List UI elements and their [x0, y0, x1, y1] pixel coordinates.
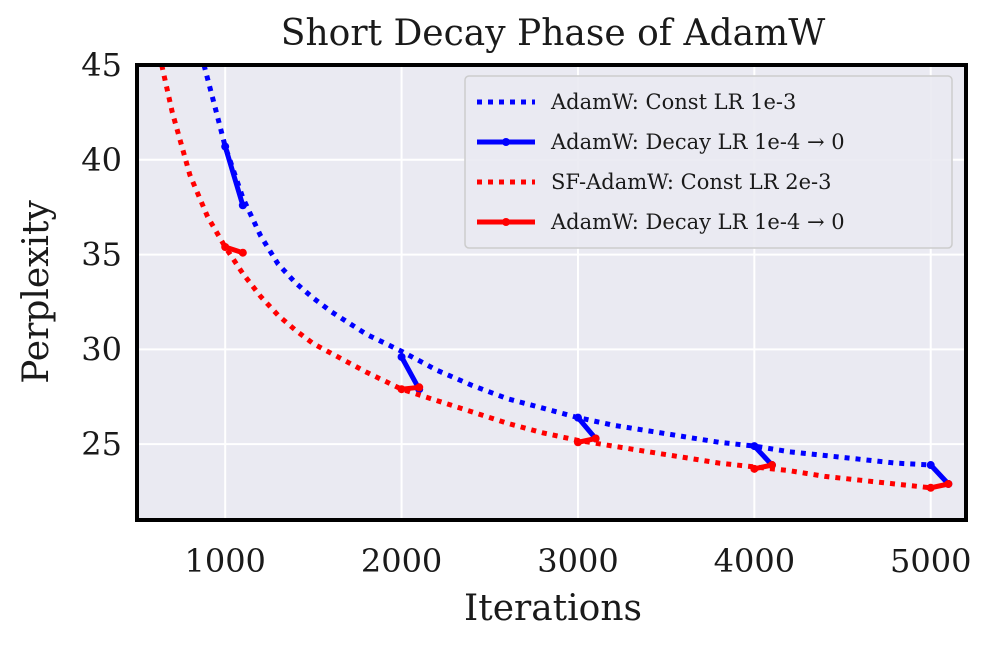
y-tick-label: 40	[81, 141, 122, 179]
legend-marker-1	[502, 138, 510, 146]
legend-marker-3	[502, 218, 510, 226]
y-axis-label: Perplexity	[16, 200, 57, 384]
x-tick-label: 2000	[361, 542, 442, 580]
series-segment-1-0	[222, 144, 246, 208]
x-tick-label: 1000	[184, 542, 265, 580]
legend-label-3: AdamW: Decay LR 1e-4 → 0	[550, 210, 845, 234]
series-point-3-1-0	[397, 385, 406, 394]
y-ticks: 25 30 35 40 45	[81, 46, 122, 463]
series-point-3-1-1	[415, 383, 424, 392]
y-tick-label: 45	[81, 46, 122, 84]
y-tick-label: 35	[81, 236, 122, 274]
x-tick-label: 4000	[714, 542, 795, 580]
x-axis-label: Iterations	[464, 588, 642, 629]
x-ticks: 1000 2000 3000 4000 5000	[184, 542, 971, 580]
plot-frame	[135, 63, 968, 522]
y-tick-label: 30	[81, 330, 122, 368]
series-point-3-4-0	[926, 483, 935, 492]
series-point-1-3-0	[750, 442, 759, 451]
series-point-1-4-0	[926, 461, 935, 470]
y-tick-label: 25	[81, 425, 122, 463]
legend-box	[464, 75, 953, 249]
series-point-3-0-1	[238, 248, 247, 257]
series-point-3-2-1	[591, 434, 600, 443]
series-segment-1-2	[575, 415, 599, 441]
series-group	[159, 65, 953, 492]
series-point-1-0-0	[221, 142, 230, 151]
chart-title: Short Decay Phase of AdamW	[281, 13, 825, 54]
series-point-1-0-1	[238, 201, 247, 210]
series-point-3-2-0	[573, 438, 582, 447]
legend-label-0: AdamW: Const LR 1e-3	[550, 90, 796, 114]
series-point-3-4-1	[944, 479, 953, 488]
series-point-1-1-0	[397, 352, 406, 361]
series-segment-1-3	[751, 443, 775, 468]
legend-label-1: AdamW: Decay LR 1e-4 → 0	[550, 130, 845, 154]
series-point-3-3-1	[767, 461, 776, 470]
legend: AdamW: Const LR 1e-3 AdamW: Decay LR 1e-4…	[464, 75, 953, 249]
series-point-1-2-0	[573, 413, 582, 422]
series-point-3-0-0	[221, 243, 230, 251]
series-line-0	[201, 65, 931, 468]
legend-label-2: SF-AdamW: Const LR 2e-3	[551, 170, 831, 194]
series-point-3-3-0	[750, 464, 759, 473]
series-segment-1-4	[928, 462, 951, 487]
series-segment-1-1	[399, 354, 422, 392]
x-tick-label: 3000	[537, 542, 618, 580]
x-tick-label: 5000	[890, 542, 971, 580]
